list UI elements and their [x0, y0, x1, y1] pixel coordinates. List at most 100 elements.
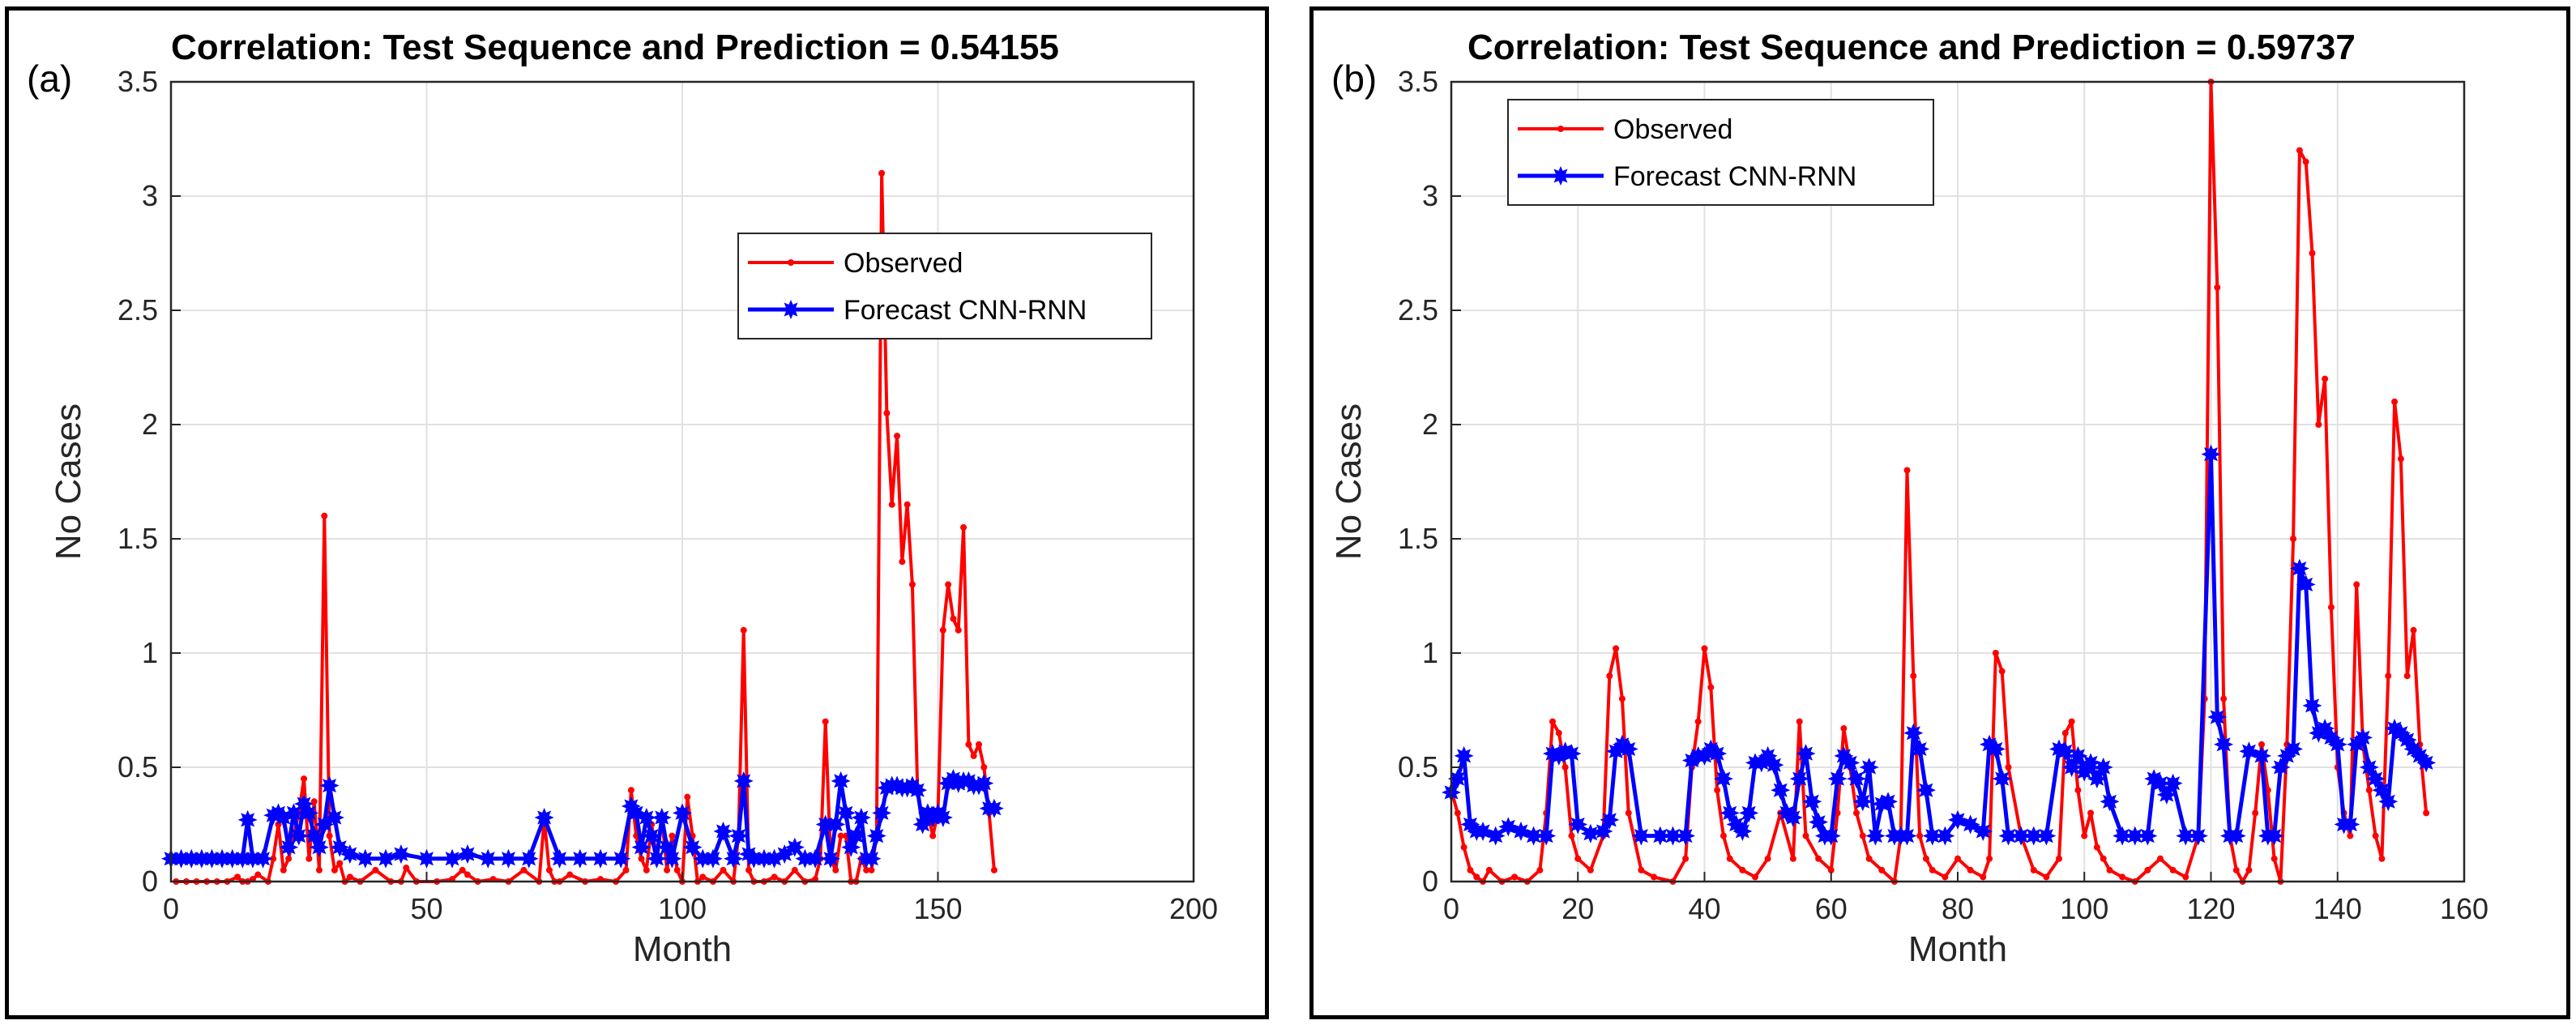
chart-b-y-tick-label: 0 [1422, 865, 1438, 898]
chart-b-legend-label: Observed [1613, 114, 1732, 145]
chart-a-forecast-point [713, 821, 733, 841]
chart-a-observed-point [822, 718, 829, 725]
chart-b-forecast-point [2327, 734, 2347, 754]
chart-b-forecast-point [1789, 769, 1809, 789]
chart-a-legend-entry-observed: Observed [748, 248, 963, 279]
chart-b-forecast-point [1447, 769, 1467, 789]
chart-a-forecast-point [376, 848, 396, 869]
chart-a-y-tick-label: 0.5 [117, 750, 158, 783]
chart-b-observed-point [1859, 832, 1866, 839]
chart-b-forecast-point [2125, 826, 2145, 846]
chart-a-x-tick-label: 200 [1169, 892, 1218, 925]
chart-b-forecast-point [2151, 773, 2170, 793]
chart-b-observed-point [1840, 725, 1848, 732]
chart-a-observed-point [745, 866, 753, 873]
chart-b-observed-point [2258, 741, 2265, 748]
chart-a-observed-point [929, 832, 937, 839]
chart-b-forecast-point [2036, 826, 2057, 846]
chart-a-observed-point [720, 866, 727, 873]
chart-a-observed-point [960, 523, 968, 531]
chart-b-forecast-point [1796, 744, 1816, 764]
chart-a-forecast-point [820, 848, 840, 869]
chart-b-y-tick-label: 0.5 [1398, 750, 1438, 783]
chart-a-observed-point [970, 752, 977, 759]
chart-b-forecast-point [2093, 758, 2113, 777]
chart-b-observed-point [2403, 672, 2411, 680]
chart-a-legend-label: Forecast CNN-RNN [844, 295, 1087, 326]
chart-a-forecast-point [519, 848, 539, 869]
chart-b: 0 20 40 60 80 100 120 140 160 0 0.5 1 1.5 2 2.5 3 3.5 Mon… [1329, 28, 2488, 969]
chart-a-observed-point [372, 866, 379, 873]
chart-a-observed-point [270, 855, 277, 862]
chart-b-observed-point [1916, 832, 1924, 839]
chart-a-observed-point [321, 512, 328, 519]
chart-a-forecast-point [647, 848, 667, 869]
chart-b-observed-point [2353, 581, 2360, 588]
chart-a-observed-point [945, 581, 952, 588]
chart-b-y-tick-label: 1 [1422, 636, 1438, 669]
chart-b-observed-point [1726, 855, 1733, 862]
chart-b-forecast-point [2138, 826, 2158, 846]
chart-b-forecast-point [2011, 826, 2031, 846]
chart-a-forecast-point [324, 808, 344, 828]
chart-a-y-axis-label: No Cases [49, 403, 88, 560]
chart-b-forecast-point [1454, 745, 1474, 766]
chart-b-forecast-point [2340, 814, 2360, 835]
chart-a-forecast-point [391, 844, 411, 865]
chart-b-x-tick-label: 40 [1688, 892, 1720, 925]
chart-b-forecast-point [2156, 784, 2177, 805]
chart-b-observed-point [2385, 672, 2392, 680]
chart-b-observed-point [2252, 809, 2259, 817]
chart-a-observed-point [346, 873, 353, 881]
chart-b-observed-point [2347, 832, 2354, 839]
chart-a-forecast-point [549, 848, 570, 869]
chart-b-observed-point [1701, 645, 1708, 652]
chart-a-forecast-point [805, 848, 826, 869]
chart-a-legend-entry-forecast: Forecast CNN-RNN [748, 295, 1087, 326]
chart-b-observed-point [2232, 866, 2240, 873]
chart-b-observed-point [2245, 866, 2253, 873]
chart-b-observed-point [1613, 645, 1620, 652]
chart-b-observed-point [1789, 855, 1796, 862]
chart-a-observed-point [622, 866, 630, 873]
chart-b-observed-point [1853, 809, 1860, 817]
chart-b-observed-point [1625, 809, 1632, 817]
chart-b-observed-point [1473, 873, 1480, 881]
chart-b-observed-point [2061, 729, 2069, 737]
chart-a-forecast-point [733, 771, 754, 791]
chart-b-forecast-point [2201, 444, 2221, 464]
chart-b-forecast-point [1878, 792, 1899, 812]
chart-a-observed-point [331, 866, 338, 873]
chart-a-observed-point [301, 775, 308, 783]
chart-b-observed-point [2391, 398, 2399, 405]
chart-b-forecast-point [1973, 821, 1993, 841]
chart-b-x-tick-label: 160 [2440, 892, 2488, 925]
chart-b-observed-point [1694, 718, 1702, 725]
chart-b-forecast-point [1593, 821, 1613, 841]
chart-b-forecast-point [1650, 826, 1670, 846]
chart-b-observed-point [1764, 855, 1771, 862]
chart-a-forecast-point [974, 773, 994, 793]
chart-a-observed-point [955, 626, 962, 634]
chart-a-observed-point [627, 787, 634, 794]
chart-a-observed-point [908, 581, 916, 588]
chart-b-observed-point [1954, 855, 1961, 862]
chart-a-forecast-point [591, 848, 611, 869]
chart-a-observed-point [254, 871, 262, 878]
chart-a-y-tick-label: 3 [142, 179, 158, 212]
chart-b-observed-point [2169, 866, 2177, 873]
chart-a-forecast-point [673, 803, 692, 823]
chart-b-observed-point [2327, 604, 2335, 611]
chart-b-forecast-point [1809, 812, 1829, 832]
chart-b-observed-point [1910, 672, 1917, 680]
chart-b-forecast-point [1739, 803, 1759, 823]
chart-b-x-tick-label: 60 [1815, 892, 1848, 925]
chart-a-forecast-point [355, 848, 375, 869]
chart-b-observed-point [1796, 718, 1803, 725]
chart-a-forecast-point [861, 848, 882, 869]
chart-b-forecast-point [1764, 755, 1784, 775]
chart-b-observed-point [2296, 147, 2303, 154]
chart-a-observed-point [403, 865, 410, 872]
chart-a-y-tick-label: 1 [142, 636, 158, 669]
chart-b-observed-point [1929, 866, 1936, 873]
